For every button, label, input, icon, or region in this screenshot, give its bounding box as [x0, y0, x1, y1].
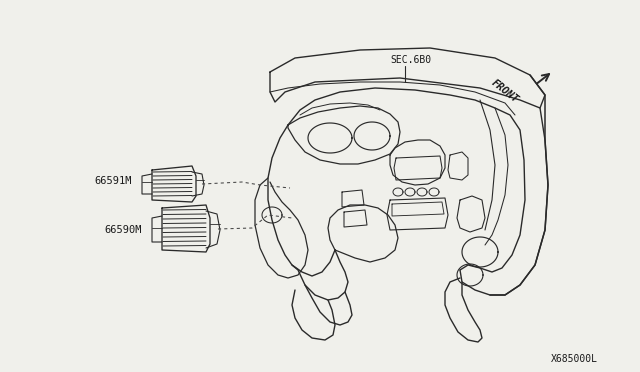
Text: 66591M: 66591M — [94, 176, 131, 186]
Text: X685000L: X685000L — [551, 354, 598, 364]
Text: FRONT: FRONT — [490, 78, 521, 105]
Text: 66590M: 66590M — [104, 225, 141, 235]
Text: SEC.6B0: SEC.6B0 — [390, 55, 431, 65]
